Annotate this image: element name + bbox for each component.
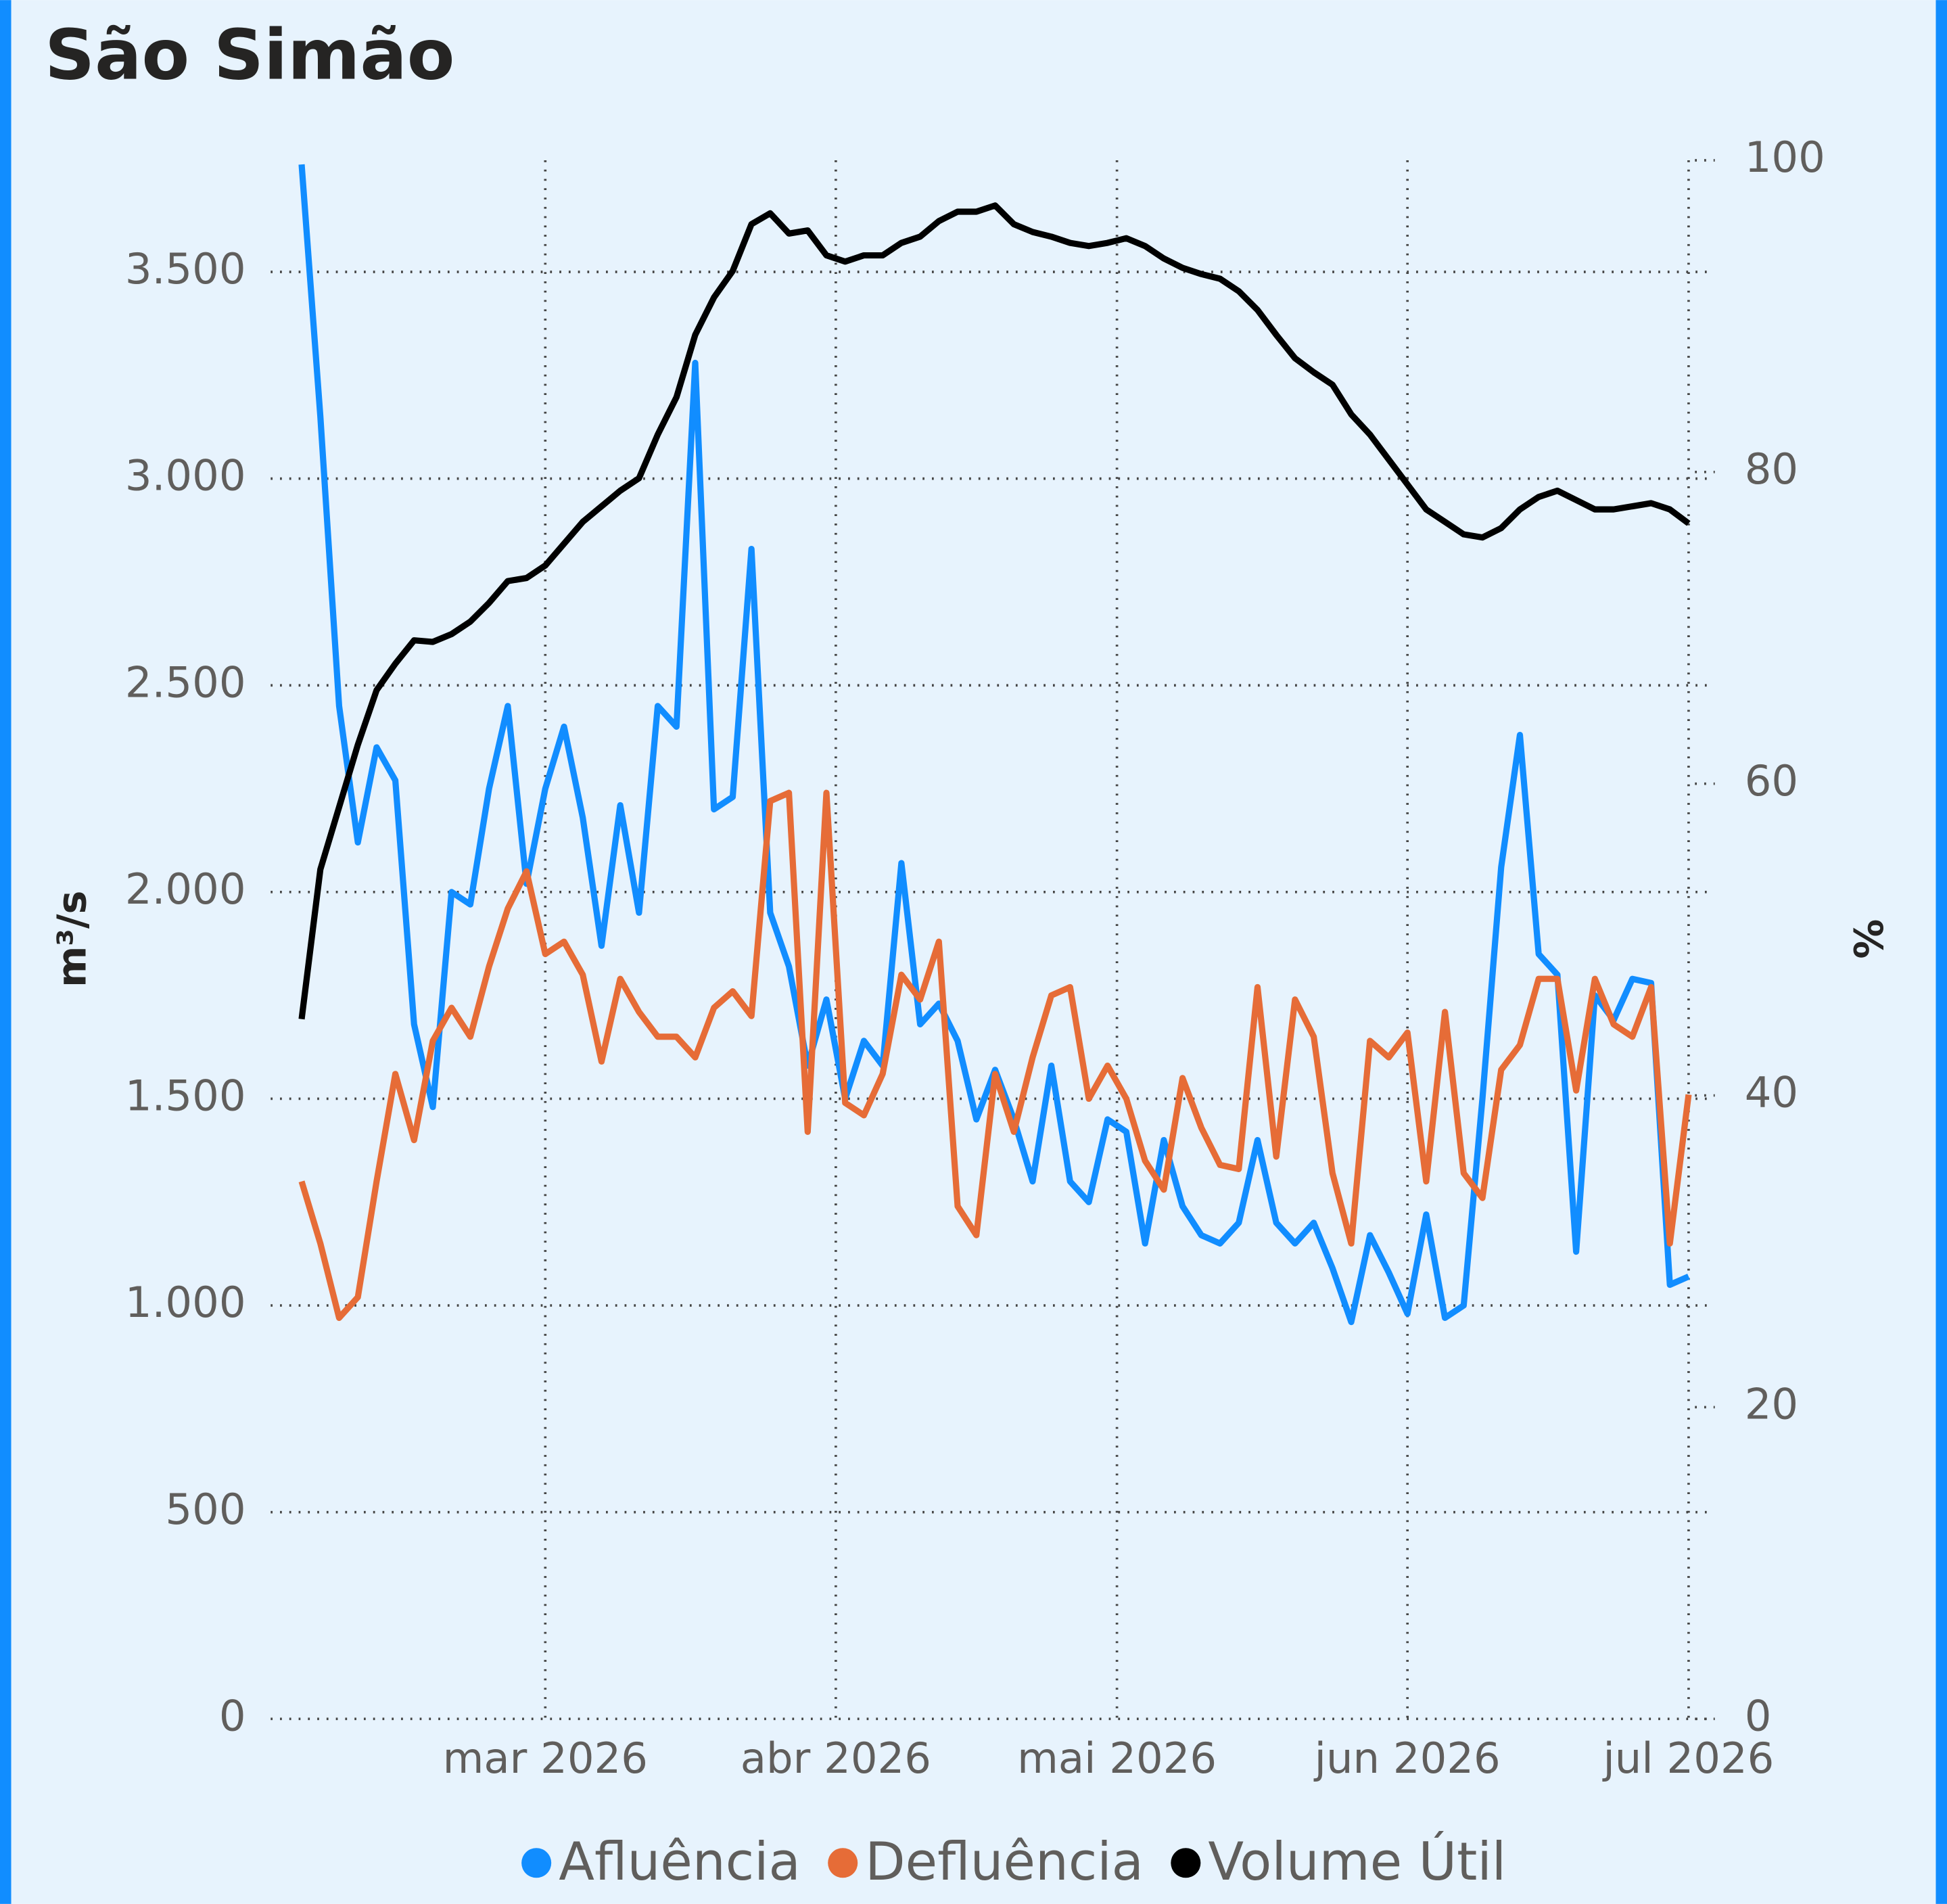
x-tick-label: jun 2026	[1313, 1734, 1501, 1783]
y-tick-label: 1.500	[125, 1071, 246, 1121]
legend-label: Defluência	[865, 1832, 1144, 1893]
grid: 0 500 1.000 1.500 2.000 2.500 3.000 3.500 0 20 40 6…	[125, 133, 1825, 1783]
y-tick-label: 2.000	[125, 864, 246, 914]
chart-title: São Simão	[45, 16, 454, 96]
y2-axis-title: %	[1845, 919, 1892, 959]
x-tick-label: abr 2026	[741, 1734, 931, 1783]
legend-marker	[521, 1848, 552, 1878]
legend-label: Afluência	[559, 1832, 801, 1893]
y-tick-label: 0	[219, 1691, 246, 1740]
y2-tick-label: 0	[1745, 1691, 1772, 1740]
legend-marker	[828, 1848, 858, 1878]
series-line	[298, 202, 1691, 1020]
y-tick-label: 2.500	[125, 657, 246, 707]
y-tick-label: 1.000	[125, 1278, 246, 1327]
x-tick-label: mai 2026	[1017, 1734, 1217, 1783]
legend-marker	[1171, 1848, 1201, 1878]
x-tick-label: jul 2026	[1601, 1734, 1774, 1783]
y-tick-label: 3.500	[125, 244, 246, 294]
y2-tick-label: 100	[1745, 133, 1825, 182]
y2-tick-label: 40	[1745, 1068, 1798, 1117]
frame-right	[1936, 0, 1947, 1904]
frame-left	[0, 0, 11, 1904]
series-line	[298, 164, 1690, 1326]
legend: Afluência Defluência Volume Útil	[521, 1831, 1506, 1893]
y-axis-title: m³/s	[48, 891, 95, 988]
plot	[298, 164, 1692, 1326]
series-line	[298, 789, 1692, 1322]
x-tick-label: mar 2026	[443, 1734, 648, 1783]
legend-label: Volume Útil	[1208, 1831, 1506, 1893]
y2-tick-label: 80	[1745, 444, 1798, 494]
y2-tick-label: 60	[1745, 756, 1798, 806]
y2-tick-label: 20	[1745, 1380, 1798, 1429]
y-tick-label: 500	[165, 1485, 245, 1534]
y-tick-label: 3.000	[125, 451, 246, 501]
